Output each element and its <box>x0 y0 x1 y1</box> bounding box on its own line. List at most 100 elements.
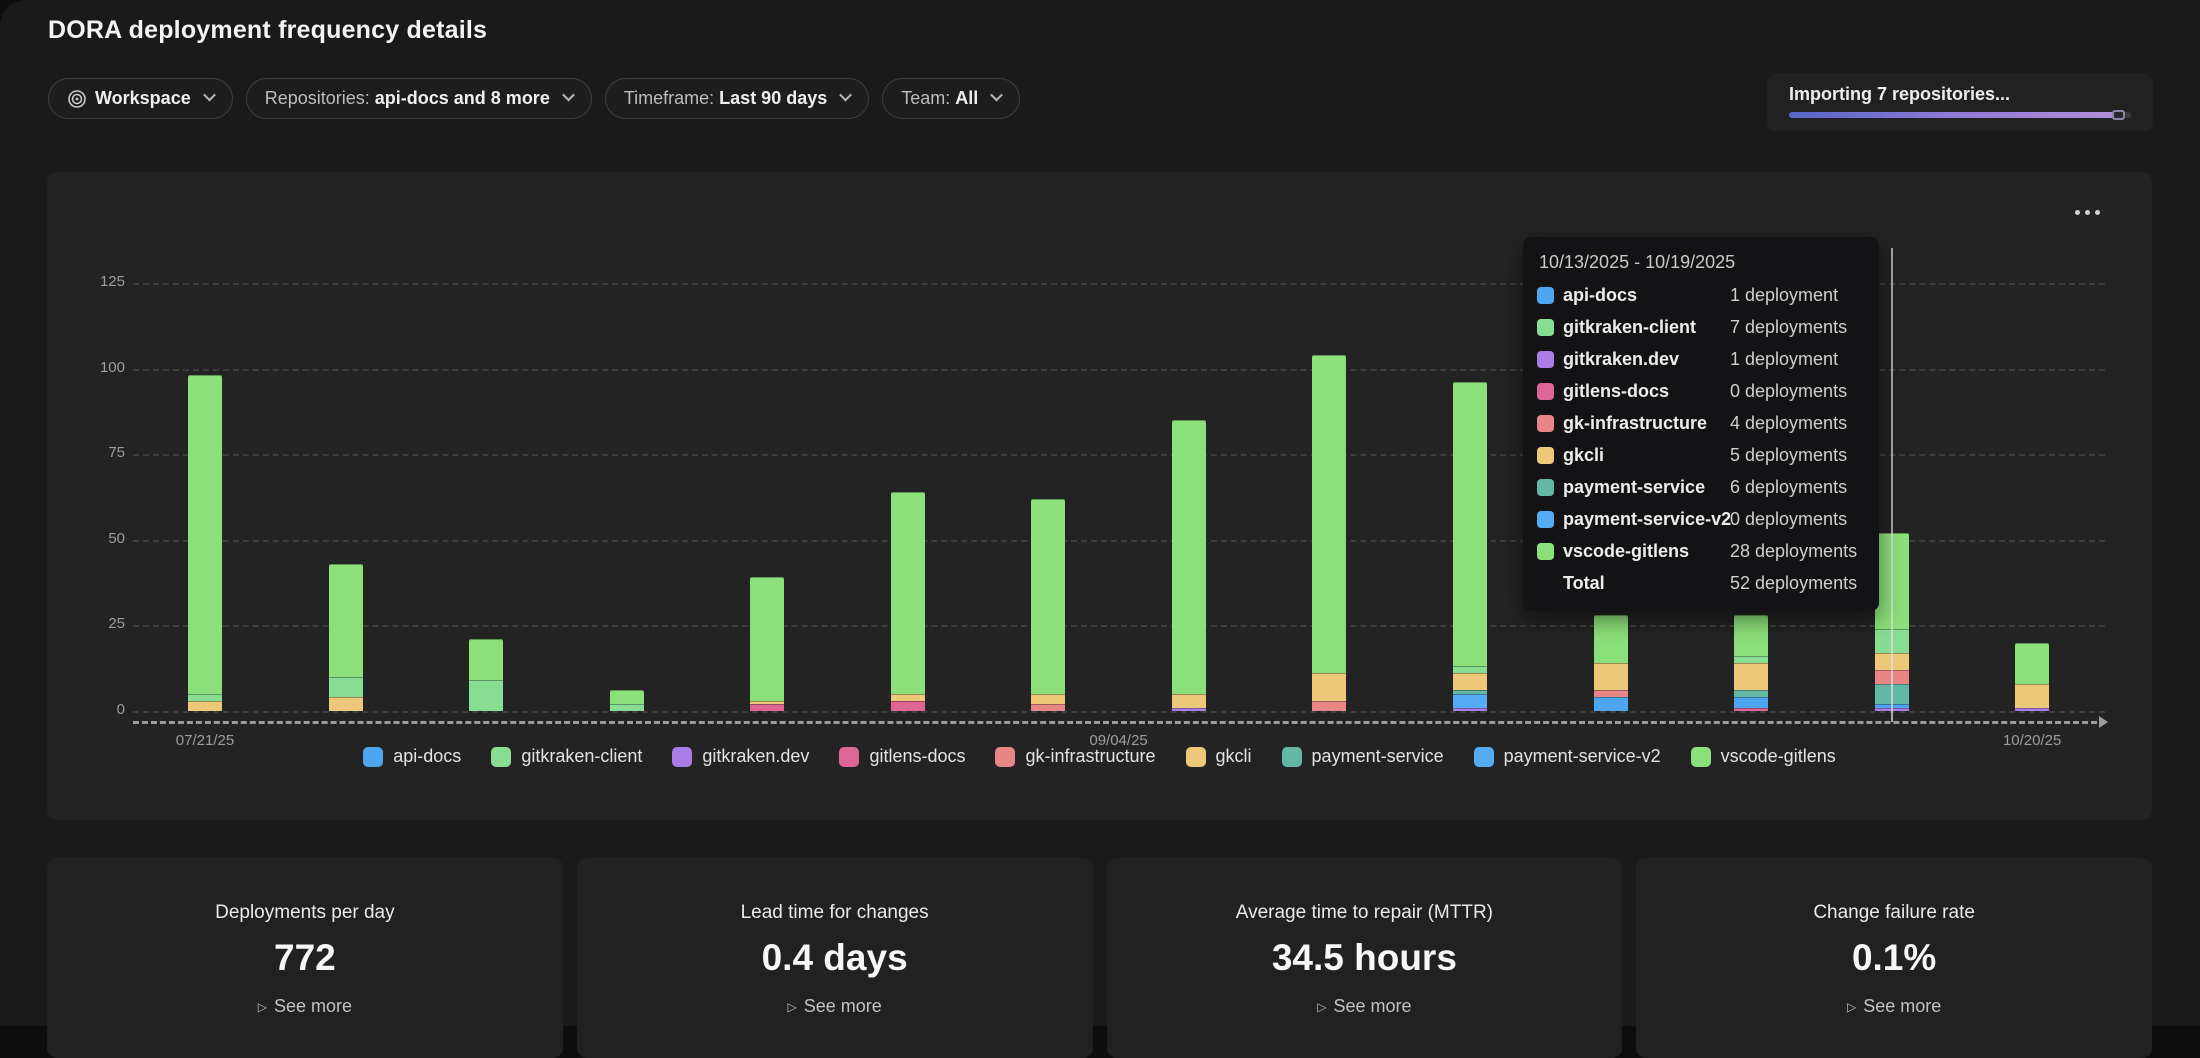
metric-card-3: Average time to repair (MTTR)34.5 hours▷… <box>1107 858 1623 1058</box>
legend-label: payment-service-v2 <box>1504 746 1661 767</box>
dora-details-page: DORA deployment frequency details Worksp… <box>0 0 2200 1026</box>
bar-segment-gitlens-docs <box>750 704 784 711</box>
legend-item-gitkraken-client[interactable]: gitkraken-client <box>491 746 642 767</box>
tooltip-swatch <box>1537 351 1554 368</box>
legend-label: gk-infrastructure <box>1025 746 1155 767</box>
bar-week-08/04/25[interactable] <box>469 172 503 711</box>
bar-segment-gkcli <box>1453 673 1487 690</box>
bar-week-08/25/25[interactable] <box>891 172 925 711</box>
filter-bar: Workspace Repositories: api-docs and 8 mo… <box>48 78 1020 119</box>
filter-pill-team[interactable]: Team: All <box>882 78 1020 119</box>
see-more-link[interactable]: ▷See more <box>1847 996 1941 1017</box>
legend-item-gitkraken.dev[interactable]: gitkraken.dev <box>672 746 809 767</box>
see-more-link[interactable]: ▷See more <box>258 996 352 1017</box>
y-axis-label-100: 100 <box>55 359 125 376</box>
legend-label: gkcli <box>1216 746 1252 767</box>
gridline-25 <box>133 625 2105 627</box>
filter-pill-repositories[interactable]: Repositories: api-docs and 8 more <box>246 78 592 119</box>
filter-pill-workspace[interactable]: Workspace <box>48 78 233 119</box>
bar-week-09/22/25[interactable] <box>1453 172 1487 711</box>
legend-label: api-docs <box>393 746 461 767</box>
triangle-right-icon: ▷ <box>787 1000 796 1014</box>
bar-segment-gkcli <box>2015 684 2049 708</box>
legend-item-payment-service[interactable]: payment-service <box>1282 746 1444 767</box>
bar-segment-vscode-gitlens <box>610 690 644 704</box>
tooltip-repo-count: 1 deployment <box>1730 349 1838 370</box>
tooltip-total-label: Total <box>1563 573 1730 594</box>
bar-segment-vscode-gitlens <box>188 375 222 693</box>
legend-item-gk-infrastructure[interactable]: gk-infrastructure <box>995 746 1155 767</box>
chart-legend: api-docs gitkraken-client gitkraken.dev git… <box>47 746 2152 767</box>
bar-week-09/08/25[interactable] <box>1172 172 1206 711</box>
bar-segment-gitkraken.dev <box>1453 708 1487 711</box>
bar-segment-gkcli <box>188 701 222 711</box>
x-axis-line <box>133 721 2097 724</box>
legend-swatch <box>1474 747 1494 767</box>
legend-item-gitlens-docs[interactable]: gitlens-docs <box>839 746 965 767</box>
see-more-label: See more <box>1863 996 1941 1017</box>
tooltip-repo-count: 28 deployments <box>1730 541 1857 562</box>
bar-segment-gkcli <box>1031 694 1065 704</box>
y-axis-label-25: 25 <box>55 615 125 632</box>
bar-segment-gitkraken-client <box>610 704 644 711</box>
bar-week-08/11/25[interactable] <box>610 172 644 711</box>
filter-pill-timeframe[interactable]: Timeframe: Last 90 days <box>605 78 869 119</box>
tooltip-repo-count: 4 deployments <box>1730 413 1847 434</box>
bar-segment-gkcli <box>329 697 363 711</box>
see-more-link[interactable]: ▷See more <box>787 996 881 1017</box>
bar-segment-payment-service <box>1734 690 1768 697</box>
legend-label: gitkraken.dev <box>702 746 809 767</box>
bar-week-07/21/25[interactable] <box>188 172 222 711</box>
bar-week-09/15/25[interactable] <box>1312 172 1346 711</box>
legend-item-vscode-gitlens[interactable]: vscode-gitlens <box>1691 746 1836 767</box>
tooltip-total-row: Total 52 deployments <box>1537 567 1863 599</box>
tooltip-repo-name: gitlens-docs <box>1563 381 1730 402</box>
chart-hover-line <box>1891 248 1893 722</box>
metric-value: 0.4 days <box>577 937 1093 979</box>
bar-week-08/18/25[interactable] <box>750 172 784 711</box>
bar-week-10/20/25[interactable] <box>2015 172 2049 711</box>
tooltip-repo-name: gk-infrastructure <box>1563 413 1730 434</box>
chart-options-button[interactable] <box>2069 204 2106 221</box>
metric-value: 0.1% <box>1636 937 2152 979</box>
legend-swatch <box>363 747 383 767</box>
filter-pill-label: Repositories: api-docs and 8 more <box>265 88 550 109</box>
bar-segment-gkcli <box>1594 663 1628 690</box>
tooltip-repo-count: 5 deployments <box>1730 445 1847 466</box>
metric-card-2: Lead time for changes 0.4 days ▷See more <box>577 858 1093 1058</box>
metric-title: Lead time for changes <box>577 902 1093 924</box>
workspace-icon <box>67 89 87 109</box>
legend-item-payment-service-v2[interactable]: payment-service-v2 <box>1474 746 1661 767</box>
metric-value: 34.5 hours <box>1107 937 1623 979</box>
tooltip-swatch <box>1537 287 1554 304</box>
bar-segment-vscode-gitlens <box>750 577 784 700</box>
tooltip-swatch <box>1537 511 1554 528</box>
legend-label: vscode-gitlens <box>1721 746 1836 767</box>
see-more-label: See more <box>1333 996 1411 1017</box>
bar-segment-gitkraken-client <box>1453 666 1487 673</box>
see-more-link[interactable]: ▷See more <box>1317 996 1411 1017</box>
x-axis-arrow <box>2099 716 2108 728</box>
legend-item-api-docs[interactable]: api-docs <box>363 746 461 767</box>
see-more-label: See more <box>274 996 352 1017</box>
chevron-down-icon <box>562 88 575 101</box>
legend-label: payment-service <box>1312 746 1444 767</box>
bar-segment-gitkraken-client <box>469 680 503 711</box>
tooltip-repo-count: 0 deployments <box>1730 509 1847 530</box>
tooltip-swatch <box>1537 447 1554 464</box>
bar-segment-gk-infrastructure <box>1312 701 1346 711</box>
chevron-down-icon <box>203 88 216 101</box>
bar-week-09/01/25[interactable] <box>1031 172 1065 711</box>
legend-item-gkcli[interactable]: gkcli <box>1186 746 1252 767</box>
import-progress-fill <box>1789 112 2121 118</box>
tooltip-repo-name: gkcli <box>1563 445 1730 466</box>
bar-segment-vscode-gitlens <box>2015 643 2049 684</box>
bar-week-07/28/25[interactable] <box>329 172 363 711</box>
